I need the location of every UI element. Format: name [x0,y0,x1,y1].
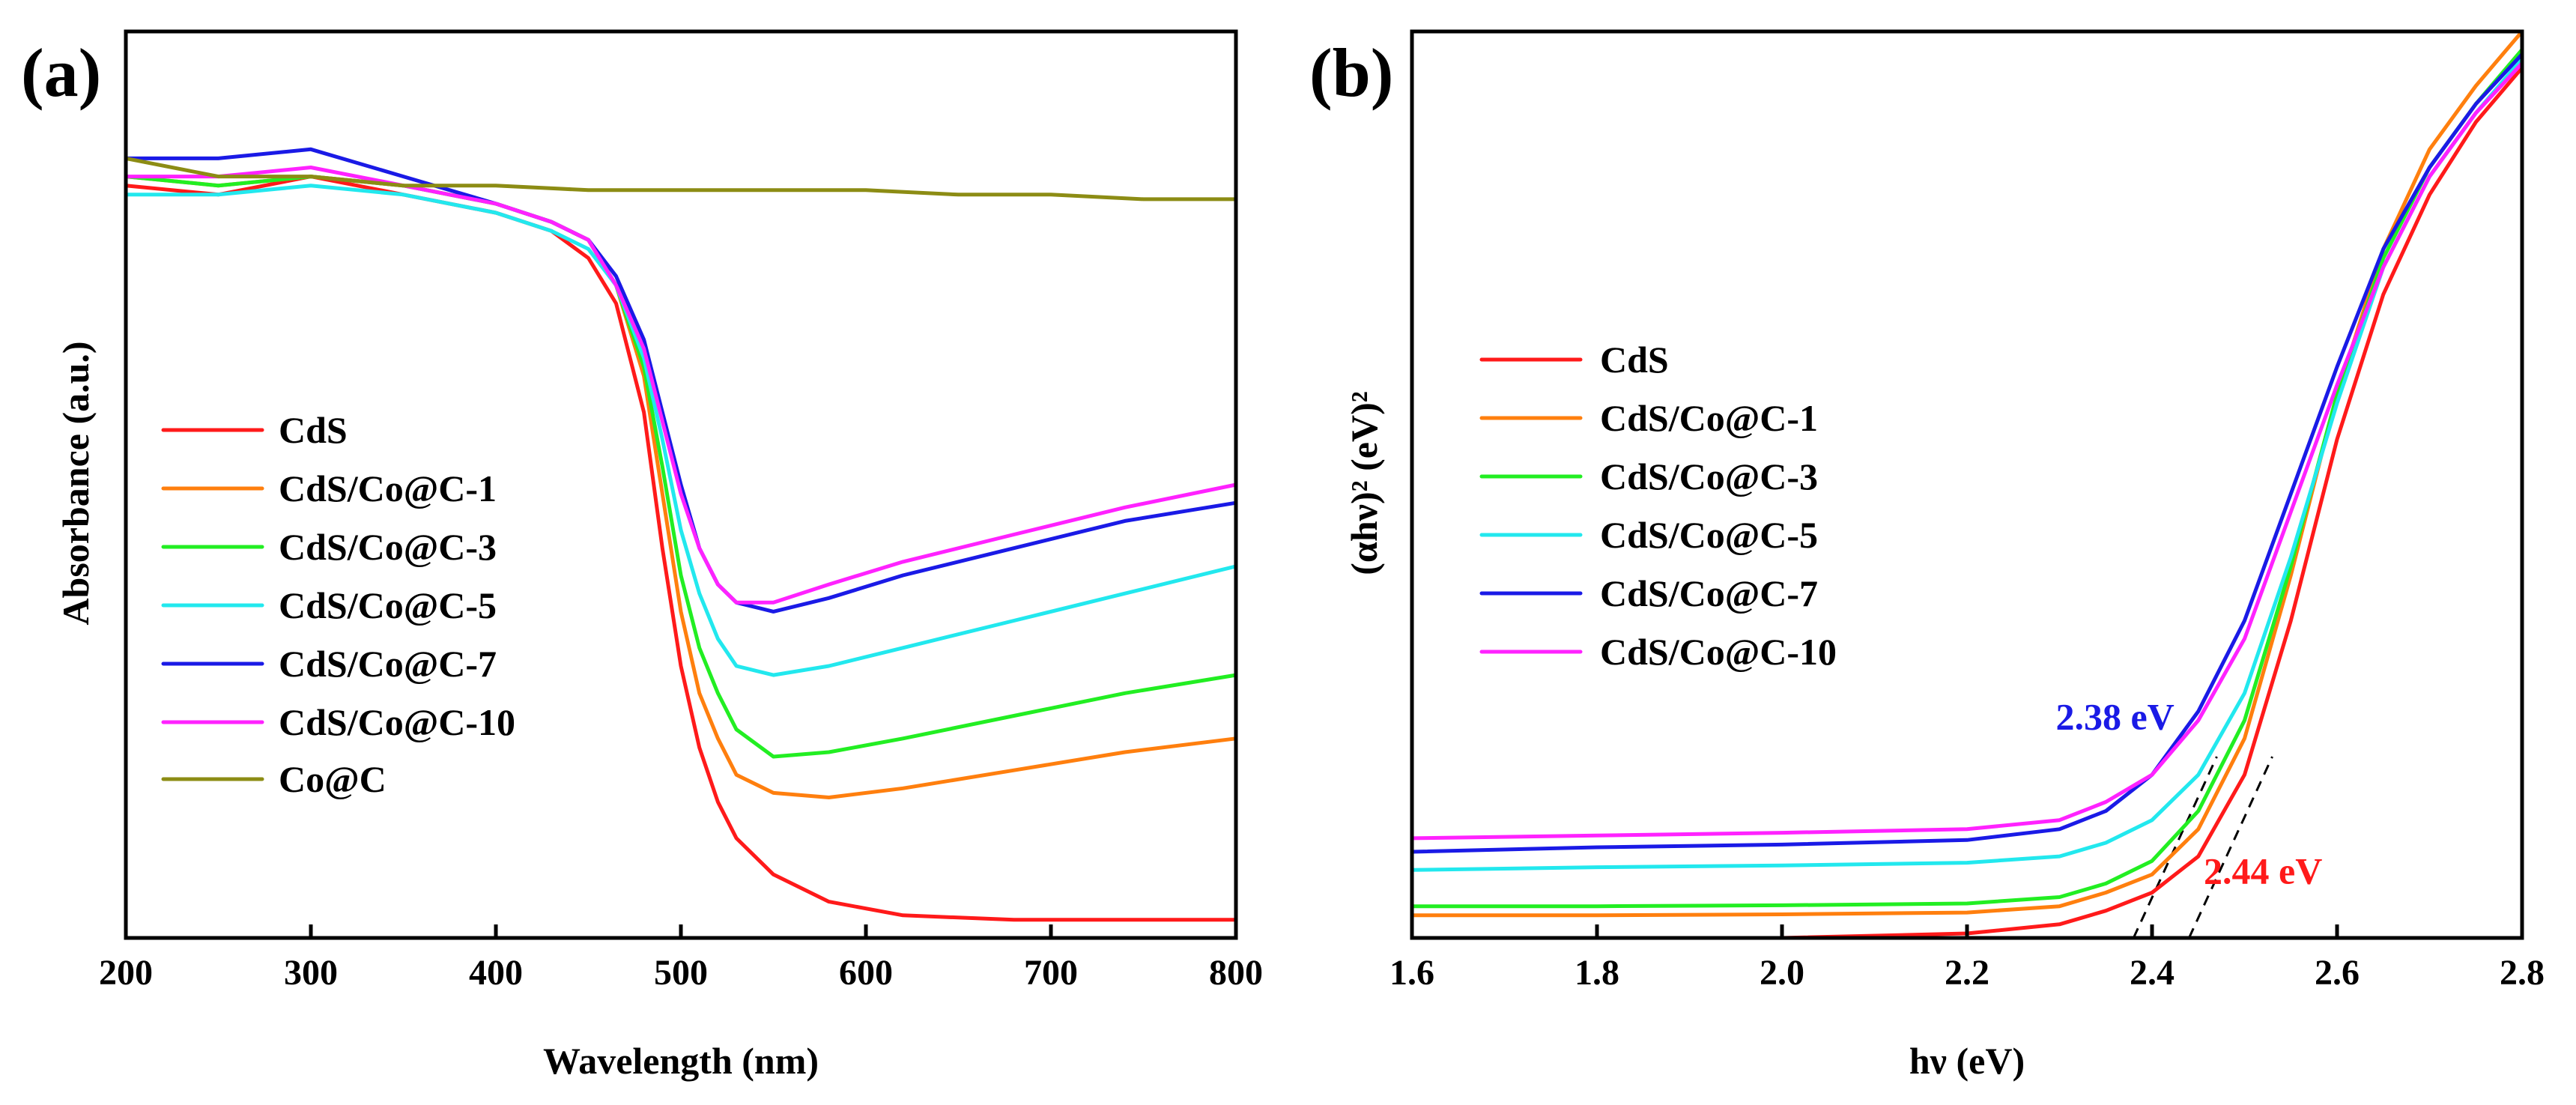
legend-label-cds-co-c-3-b: CdS/Co@C-3 [1600,455,1818,497]
x-tick-label-a: 500 [654,953,708,993]
series-line-cds-co-c-10-a [124,166,1238,605]
legend-label-cds-co-c-10-a: CdS/Co@C-10 [279,701,515,743]
x-tick-label-a: 300 [284,953,338,993]
x-tick-label-a: 800 [1209,953,1263,993]
x-axis-label-a: Wavelength (nm) [543,1040,819,1082]
panel-label-b: (b) [1309,34,1393,111]
x-tick-label-b: 2.4 [2130,953,2175,993]
x-tick-label-b: 1.6 [1389,953,1434,993]
legend-label-cds-co-c-10-b: CdS/Co@C-10 [1600,631,1837,673]
extrapolation-lines-b [2132,756,2273,939]
legend-label-cds-co-c-5-b: CdS/Co@C-5 [1600,514,1818,556]
x-tick-label-a: 700 [1024,953,1078,993]
series-line-cds-co-c-7-b [1410,52,2524,854]
legend-label-co-c-a: Co@C [279,758,387,800]
panel-label-a: (a) [21,34,101,111]
x-tick-label-a: 400 [469,953,523,993]
series-line-cds-co-c-10-b [1410,61,2524,841]
panel-a: (a) 200 300 400 500 600 700 800 Wavelength (nm… [21,29,1263,1082]
legend-label-cds-co-c-3-a: CdS/Co@C-3 [279,526,497,568]
x-tick-label-a: 200 [99,953,153,993]
x-tick-label-b: 2.8 [2500,953,2545,993]
series-line-cds-co-c-5-a [124,184,1238,677]
legend-label-cds-a: CdS [279,409,348,451]
y-axis-label-a: Absorbance (a.u.) [55,341,97,625]
x-tick-label-b: 1.8 [1575,953,1619,993]
bandgap-annotation-cds-co-c-7: 2.38 eV [2055,696,2174,738]
x-tick-label-a: 600 [839,953,893,993]
legend-b: CdS CdS/Co@C-1 CdS/Co@C-3 CdS/Co@C-5 CdS… [1479,339,1837,673]
legend-label-cds-co-c-1-b: CdS/Co@C-1 [1600,397,1818,439]
x-axis-label-b: hν (eV) [1909,1040,2025,1082]
x-ticks-a: 200 300 400 500 600 700 800 [99,924,1263,993]
x-tick-label-b: 2.0 [1760,953,1804,993]
series-group-a [124,147,1238,922]
legend-label-cds-co-c-5-a: CdS/Co@C-5 [279,584,497,626]
series-line-co-c-a [124,156,1238,202]
legend-label-cds-co-c-7-b: CdS/Co@C-7 [1600,572,1818,614]
series-line-cds-co-c-1-b [1410,29,2524,918]
panel-b: (b) 1.6 1.8 2.0 2.2 2.4 2.6 2.8 hν (eV) (αhν)²… [1309,29,2545,1082]
series-group-b [1410,29,2524,940]
series-line-cds-co-c-7-a [124,147,1238,614]
x-ticks-b: 1.6 1.8 2.0 2.2 2.4 2.6 2.8 [1389,924,2545,993]
legend-label-cds-b: CdS [1600,339,1669,381]
x-tick-label-b: 2.6 [2315,953,2360,993]
tangent-extrapolation-line-1 [2188,756,2273,939]
legend-label-cds-co-c-1-a: CdS/Co@C-1 [279,467,497,509]
y-axis-label-b: (αhν)² (eV)² [1343,391,1385,575]
x-tick-label-b: 2.2 [1945,953,1989,993]
legend-label-cds-co-c-7-a: CdS/Co@C-7 [279,643,497,685]
tangent-extrapolation-line-0 [2132,756,2218,939]
bandgap-annotation-cds: 2.44 eV [2204,850,2322,891]
legend-a: CdS CdS/Co@C-1 CdS/Co@C-3 CdS/Co@C-5 CdS… [161,409,515,800]
